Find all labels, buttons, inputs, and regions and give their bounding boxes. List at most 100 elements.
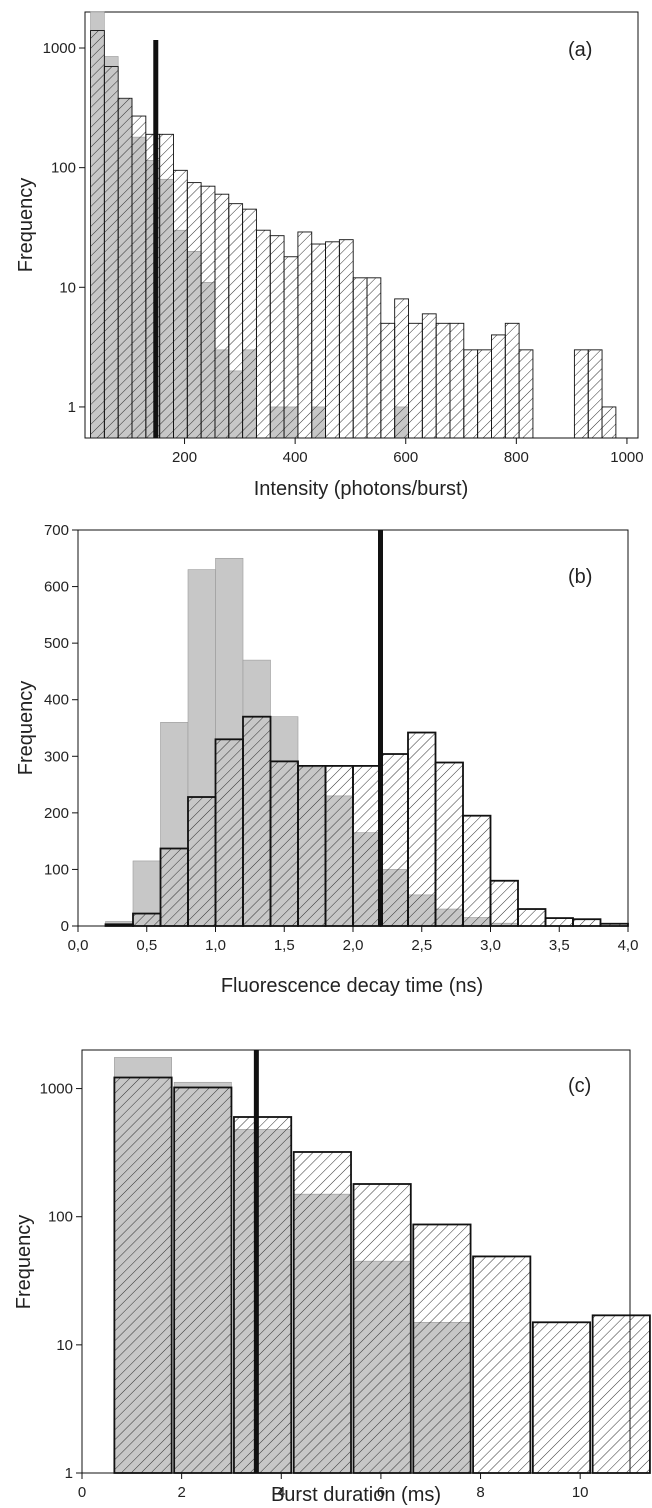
panel-a-hatched-bar <box>200 185 216 439</box>
panel-a-hatched-bar <box>435 322 451 439</box>
panel-b-x-tick-label: 4,0 <box>618 937 639 954</box>
panel-b-hatched-bar <box>214 738 244 927</box>
panel-a-hatched-bar <box>297 231 313 439</box>
panel-a-x-axis-title: Intensity (photons/burst) <box>254 478 469 500</box>
panel-a-hatched-bar <box>173 169 188 439</box>
panel-b-hatched-bar <box>489 879 519 927</box>
panel-b-y-tick-label: 600 <box>44 579 69 596</box>
panel-c-threshold-line <box>253 1050 259 1473</box>
panel-c-x-tick-label: 8 <box>476 1484 484 1501</box>
panel-c-hatched-bar <box>472 1255 532 1474</box>
panel-b-hatched-bar <box>572 918 602 927</box>
panel-c-label: (c) <box>568 1075 591 1097</box>
panel-a-x-tick-label: 400 <box>283 449 308 466</box>
panel-b-y-ticks: 0 100 200 300 400 500 600 700 <box>44 522 78 935</box>
panel-c-x-tick-label: 0 <box>78 1484 86 1501</box>
panel-b-hatched-bar <box>407 731 437 927</box>
panel-a-threshold <box>153 40 159 438</box>
panel-b-hatched-bar <box>324 765 354 927</box>
panel-a-hatched-bar <box>255 229 271 439</box>
panel-a-hatched-bar <box>186 182 202 439</box>
panel-b-hatched-bar <box>379 753 409 927</box>
panel-c-y-ticks: 1 10 100 1000 <box>40 1081 82 1482</box>
panel-c-x-tick-label: 10 <box>572 1484 589 1501</box>
panel-c-hatched-bar <box>173 1086 233 1474</box>
panel-a-hatched-bar <box>477 349 492 439</box>
panel-c-hatched-bar <box>113 1076 173 1474</box>
panel-b-x-tick-label: 2,5 <box>411 937 432 954</box>
panel-a-y-tick-label: 1 <box>68 399 76 416</box>
panel-c-y-axis-title: Frequency <box>13 1215 35 1310</box>
panel-a-hatched-bar <box>338 239 354 439</box>
panel-b-hatched-bar <box>434 761 464 927</box>
panel-a-hatched-bar <box>325 241 340 439</box>
panel-c-hatched-bar <box>591 1314 651 1474</box>
panel-c-threshold <box>253 1050 259 1473</box>
panel-a-hatched-bar <box>394 298 409 439</box>
panel-a-hatched-bar <box>449 322 465 439</box>
panel-b-hatched-bars <box>104 715 629 927</box>
panel-c-x-ticks: 0 2 4 6 8 10 <box>78 1473 589 1501</box>
panel-a-hatched-bar <box>518 349 534 439</box>
panel-b-y-tick-label: 700 <box>44 522 69 539</box>
panel-c-hatched-bar <box>531 1321 592 1474</box>
panel-a-y-tick-label: 10 <box>59 279 76 296</box>
panel-c-y-tick-label: 100 <box>48 1209 73 1226</box>
panel-a-hatched-bar <box>366 277 382 439</box>
panel-a-hatched-bar <box>214 193 230 439</box>
panel-a-label: (a) <box>568 39 592 61</box>
panel-a-x-tick-label: 800 <box>504 449 529 466</box>
panel-b-threshold <box>378 530 383 926</box>
panel-b-hatched-bar <box>599 922 629 927</box>
panel-a-hatched-bar <box>283 256 299 439</box>
panel-a-hatched-bar <box>380 322 396 439</box>
panel-b-y-tick-label: 400 <box>44 692 69 709</box>
panel-c-y-tick-label: 10 <box>56 1337 73 1354</box>
panel-c-hatched-bar <box>233 1116 293 1474</box>
panel-a-x-tick-label: 200 <box>172 449 197 466</box>
panel-b-x-tick-label: 1,0 <box>205 937 226 954</box>
panel-c-x-tick-label: 2 <box>177 1484 185 1501</box>
panel-a-hatched-bar <box>573 349 589 439</box>
panel-b-hatched-bar <box>462 814 492 927</box>
panel-a-hatched-bar <box>491 334 506 439</box>
panel-c-x-tick-label: 6 <box>377 1484 385 1501</box>
panel-b-hatched-bar <box>159 847 189 927</box>
panel-a-hatched-bar <box>117 97 133 439</box>
panel-b-x-tick-label: 3,5 <box>549 937 570 954</box>
panel-b-hatched-bar <box>269 760 299 927</box>
panel-c-hatched-bar <box>292 1151 352 1474</box>
panel-a-hatched-bar <box>504 322 520 439</box>
panel-a-x-ticks: 200 400 600 800 1000 <box>172 438 644 466</box>
panel-a-y-tick-label: 1000 <box>43 40 76 57</box>
panel-b-threshold-line <box>378 530 383 926</box>
panel-c-hatched-bars <box>113 1076 651 1474</box>
panel-a-hatched-bar <box>269 235 285 439</box>
panel-c-hatched-bar <box>412 1223 472 1474</box>
panel-a-y-tick-label: 100 <box>51 160 76 177</box>
panel-a-y-axis-title: Frequency <box>15 178 37 273</box>
panel-c: 0 2 4 6 8 10 1 10 100 1000 (c) Burst duration (m… <box>13 1049 651 1506</box>
panel-b-label: (b) <box>568 566 592 588</box>
panel-b-x-tick-label: 1,5 <box>274 937 295 954</box>
panel-a-hatched-bar <box>228 203 244 439</box>
panel-b-y-tick-label: 300 <box>44 748 69 765</box>
panel-b-hatched-bar <box>352 765 382 927</box>
panel-b-y-tick-label: 100 <box>44 861 69 878</box>
panel-a-threshold-line <box>153 40 159 438</box>
panel-b-hatched-bar <box>187 796 217 927</box>
panel-a-hatched-bar <box>311 243 327 439</box>
panel-c-y-tick-label: 1000 <box>40 1081 73 1098</box>
panel-b: 0,0 0,5 1,0 1,5 2,0 2,5 3,0 3,5 4,0 0 100 200 300 40… <box>15 522 638 997</box>
panel-b-hatched-bar <box>132 912 162 927</box>
panel-b-hatched-bar <box>104 923 134 927</box>
panel-a-hatched-bar <box>601 406 617 439</box>
panel-b-x-axis-title: Fluorescence decay time (ns) <box>221 975 483 997</box>
panel-c-x-axis-title: Burst duration (ms) <box>271 1484 441 1506</box>
panel-b-x-tick-label: 0,0 <box>68 937 89 954</box>
panel-a-x-tick-label: 600 <box>393 449 418 466</box>
panel-a-hatched-bar <box>587 349 603 439</box>
panel-c-y-tick-label: 1 <box>65 1465 73 1482</box>
panel-b-y-tick-label: 0 <box>61 918 69 935</box>
panel-b-x-ticks: 0,0 0,5 1,0 1,5 2,0 2,5 3,0 3,5 4,0 <box>68 926 639 954</box>
